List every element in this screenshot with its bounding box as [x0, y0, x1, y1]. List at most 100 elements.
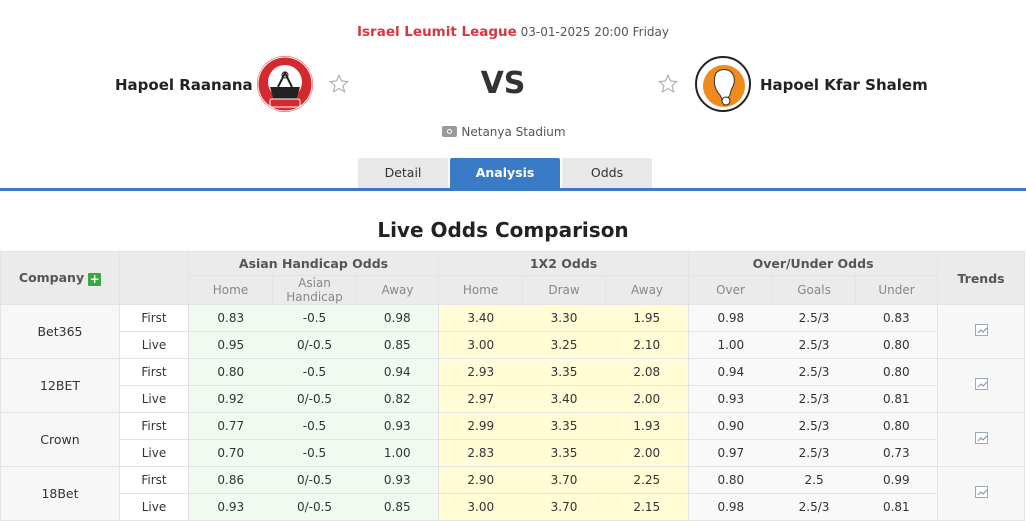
ah-home-odds: 0.86 — [188, 466, 273, 494]
company-name[interactable]: Crown — [0, 412, 120, 467]
odds-type: First — [119, 412, 189, 440]
away-team-logo — [695, 56, 751, 112]
ou-over-subheader: Over — [688, 275, 774, 305]
ah-away-odds: 0.85 — [356, 331, 440, 359]
league-line: Israel Leumit League 03-01-2025 20:00 Fr… — [0, 24, 1026, 40]
ou-under-subheader: Under — [855, 275, 939, 305]
match-header: Israel Leumit League 03-01-2025 20:00 Fr… — [0, 0, 1026, 191]
ah-away-odds: 0.98 — [356, 304, 440, 332]
ou-under-odds: 0.81 — [855, 385, 939, 413]
table-row: Bet365 First 0.83 -0.5 0.98 3.40 3.30 1.… — [0, 304, 1026, 359]
tab-detail[interactable]: Detail — [358, 158, 448, 188]
ah-home-odds: 0.77 — [188, 412, 273, 440]
ah-away-odds: 0.82 — [356, 385, 440, 413]
ou-goals: 2.5/3 — [772, 385, 856, 413]
ou-goals: 2.5/3 — [772, 493, 856, 521]
x12-home-odds: 3.40 — [438, 304, 523, 332]
ah-handicap: -0.5 — [272, 304, 357, 332]
table-row: 12BET First 0.80 -0.5 0.94 2.93 3.35 2.0… — [0, 358, 1026, 413]
ou-under-odds: 0.80 — [855, 331, 939, 359]
trends-cell[interactable] — [937, 466, 1026, 521]
trends-header: Trends — [937, 251, 1026, 305]
tab-analysis[interactable]: Analysis — [450, 158, 560, 188]
favorite-star-icon-away[interactable] — [657, 73, 679, 95]
table-row: Live 0.95 0/-0.5 0.85 3.00 3.25 2.10 1.0… — [1, 331, 1025, 359]
venue: Netanya Stadium — [0, 125, 1008, 139]
x12-away-odds: 2.00 — [605, 385, 690, 413]
x12-away-odds: 1.95 — [605, 304, 690, 332]
ah-handicap: 0/-0.5 — [272, 466, 357, 494]
company-name[interactable]: 18Bet — [0, 466, 120, 521]
ou-under-odds: 0.80 — [855, 358, 939, 386]
home-team-name[interactable]: Hapoel Raanana — [115, 76, 253, 94]
away-team-name[interactable]: Hapoel Kfar Shalem — [760, 76, 928, 94]
ah-home-odds: 0.80 — [188, 358, 273, 386]
ah-away-subheader: Away — [355, 275, 440, 305]
trend-chart-icon[interactable] — [974, 378, 988, 390]
table-row: Live 0.92 0/-0.5 0.82 2.97 3.40 2.00 0.9… — [1, 385, 1025, 413]
ah-handicap: 0/-0.5 — [272, 385, 357, 413]
x12-away-odds: 2.10 — [605, 331, 690, 359]
x12-draw-odds: 3.30 — [522, 304, 606, 332]
table-row: Live 0.93 0/-0.5 0.85 3.00 3.70 2.15 0.9… — [1, 493, 1025, 521]
x12-header: 1X2 Odds — [438, 251, 690, 276]
ou-over-odds: 0.97 — [688, 439, 773, 467]
ou-under-odds: 0.81 — [855, 493, 939, 521]
trend-chart-icon[interactable] — [974, 432, 988, 444]
match-tabs: Detail Analysis Odds — [358, 158, 652, 188]
trend-chart-icon[interactable] — [974, 324, 988, 336]
ah-away-odds: 0.85 — [356, 493, 440, 521]
ou-over-odds: 0.98 — [688, 304, 773, 332]
asian-handicap-header: Asian Handicap Odds — [187, 251, 440, 276]
venue-name: Netanya Stadium — [461, 125, 566, 139]
ou-goals: 2.5/3 — [772, 358, 856, 386]
x12-home-odds: 2.83 — [438, 439, 523, 467]
x12-draw-odds: 3.35 — [522, 412, 606, 440]
ah-home-odds: 0.93 — [188, 493, 273, 521]
company-name[interactable]: Bet365 — [0, 304, 120, 359]
league-name[interactable]: Israel Leumit League — [357, 24, 517, 40]
favorite-star-icon-home[interactable] — [328, 73, 350, 95]
x12-home-odds: 3.00 — [438, 493, 523, 521]
company-header: Company + — [0, 251, 120, 305]
ou-goals: 2.5/3 — [772, 412, 856, 440]
over-under-header: Over/Under Odds — [688, 251, 939, 276]
type-header — [119, 251, 189, 305]
ah-home-odds: 0.92 — [188, 385, 273, 413]
tabs-underline — [0, 188, 1026, 191]
tab-odds[interactable]: Odds — [562, 158, 652, 188]
add-company-plus-icon[interactable]: + — [88, 272, 102, 286]
ah-home-odds: 0.70 — [188, 439, 273, 467]
x12-home-subheader: Home — [438, 275, 524, 305]
odds-type: First — [119, 304, 189, 332]
ah-handicap: 0/-0.5 — [272, 331, 357, 359]
ah-handicap: -0.5 — [272, 439, 357, 467]
ah-away-odds: 0.93 — [356, 466, 440, 494]
ah-home-subheader: Home — [188, 275, 273, 305]
match-datetime: 03-01-2025 20:00 Friday — [520, 25, 669, 39]
trends-cell[interactable] — [937, 304, 1026, 359]
x12-away-odds: 2.25 — [605, 466, 690, 494]
ou-under-odds: 0.80 — [855, 412, 939, 440]
x12-draw-odds: 3.25 — [522, 331, 606, 359]
ou-goals: 2.5/3 — [772, 304, 856, 332]
odds-type: Live — [119, 331, 189, 359]
trends-cell[interactable] — [937, 358, 1026, 413]
odds-type: Live — [119, 493, 189, 521]
ou-over-odds: 0.98 — [688, 493, 773, 521]
vs-label: VS — [480, 66, 526, 101]
x12-away-odds: 2.00 — [605, 439, 690, 467]
odds-type: Live — [119, 385, 189, 413]
ou-goals: 2.5 — [772, 466, 856, 494]
ah-away-odds: 0.93 — [356, 412, 440, 440]
ou-over-odds: 0.90 — [688, 412, 773, 440]
odds-type: Live — [119, 439, 189, 467]
ah-away-odds: 1.00 — [356, 439, 440, 467]
x12-draw-odds: 3.70 — [522, 493, 606, 521]
home-team-logo — [257, 56, 313, 112]
ah-home-odds: 0.95 — [188, 331, 273, 359]
trends-cell[interactable] — [937, 412, 1026, 467]
x12-home-odds: 2.99 — [438, 412, 523, 440]
trend-chart-icon[interactable] — [974, 486, 988, 498]
company-name[interactable]: 12BET — [0, 358, 120, 413]
